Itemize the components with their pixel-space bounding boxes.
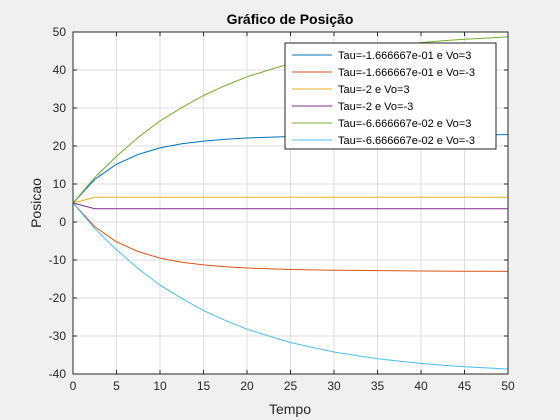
x-tick-label: 45 bbox=[458, 379, 472, 393]
legend-label-5: Tau=-6.666667e-02 e Vo=3 bbox=[338, 118, 471, 130]
series-line-6 bbox=[72, 202, 509, 370]
x-tick-label: 0 bbox=[70, 379, 77, 393]
x-tick-label: 10 bbox=[153, 379, 167, 393]
y-tick-label: -20 bbox=[49, 291, 67, 305]
series-line-4 bbox=[72, 202, 508, 210]
y-axis-label: Posicao bbox=[28, 178, 44, 228]
legend-label-4: Tau=-2 e Vo=-3 bbox=[338, 101, 413, 113]
legend-label-2: Tau=-1.666667e-01 e Vo=-3 bbox=[338, 67, 475, 79]
x-tick-label: 20 bbox=[240, 379, 254, 393]
y-tick-label: 40 bbox=[53, 63, 67, 77]
legend: Tau=-1.666667e-01 e Vo=3 Tau=-1.666667e-0… bbox=[284, 42, 497, 150]
legend-label-3: Tau=-2 e Vo=3 bbox=[338, 84, 410, 96]
x-tick-label: 25 bbox=[284, 379, 298, 393]
x-tick-label: 35 bbox=[371, 379, 385, 393]
y-tick-label: 20 bbox=[53, 139, 67, 153]
y-tick-label: -40 bbox=[49, 367, 67, 381]
y-tick-label: 30 bbox=[53, 101, 67, 115]
x-tick-label: 5 bbox=[113, 379, 120, 393]
x-tick-label: 40 bbox=[414, 379, 428, 393]
chart-title: Gráfico de Posição bbox=[227, 11, 354, 27]
series-line-3 bbox=[72, 196, 508, 204]
y-tick-label: 50 bbox=[53, 25, 67, 39]
x-tick-label: 15 bbox=[197, 379, 211, 393]
y-tick-label: 10 bbox=[53, 177, 67, 191]
tick-labels: 0 5 10 15 20 25 30 35 40 45 50 -40 -30 -20 -10 0 10 20 30 4… bbox=[49, 25, 515, 393]
legend-label-1: Tau=-1.666667e-01 e Vo=3 bbox=[338, 50, 471, 62]
y-tick-label: -10 bbox=[49, 253, 67, 267]
x-tick-label: 30 bbox=[327, 379, 341, 393]
legend-label-6: Tau=-6.666667e-02 e Vo=-3 bbox=[338, 135, 475, 147]
legend-box bbox=[284, 42, 497, 150]
x-tick-label: 50 bbox=[501, 379, 515, 393]
ticks bbox=[72, 31, 509, 375]
x-axis-label: Tempo bbox=[269, 401, 311, 417]
series-line-2 bbox=[72, 202, 509, 272]
y-tick-label: -30 bbox=[49, 329, 67, 343]
y-tick-label: 0 bbox=[59, 215, 66, 229]
